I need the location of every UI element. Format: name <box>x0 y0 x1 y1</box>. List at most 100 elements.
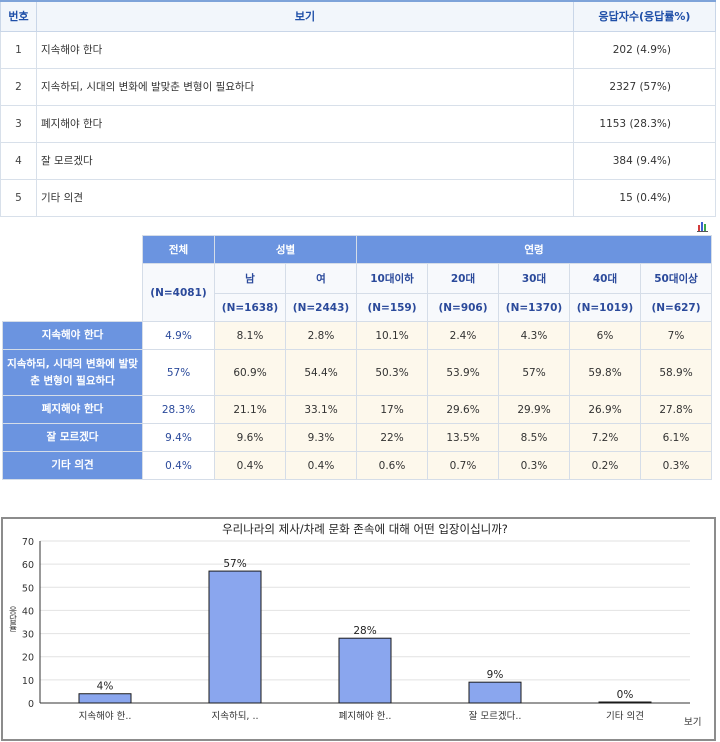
bar <box>338 637 392 704</box>
crosstab-cell: 29.6% <box>427 395 499 424</box>
group-n: (N=1019) <box>569 293 641 322</box>
crosstab-corner <box>2 235 143 322</box>
y-tick-label: 20 <box>22 653 34 664</box>
crosstab-cell: 50.3% <box>356 349 428 396</box>
group-label: 남 <box>214 263 286 294</box>
crosstab-cell: 0.3% <box>498 451 570 480</box>
table-row: 2 지속하되, 시대의 변화에 발맞춘 변형이 필요하다 2327 (57%) <box>0 67 716 106</box>
group-n: (N=159) <box>356 293 428 322</box>
row-count: 202 (4.9%) <box>573 30 716 69</box>
header-option: 보기 <box>36 0 574 32</box>
row-num: 1 <box>0 30 37 69</box>
row-option: 지속해야 한다 <box>36 30 574 69</box>
row-option: 잘 모르겠다 <box>36 141 574 180</box>
header-num: 번호 <box>0 0 37 32</box>
crosstab-subheader-row: (N=4081) 남 여 10대이하 20대 30대 40대 50대이상 <box>3 263 712 322</box>
crosstab-cell: 17% <box>356 395 428 424</box>
x-axis-label: 보기 <box>684 717 701 728</box>
y-axis-label: 응답률 <box>7 606 17 632</box>
crosstab-row: 기타 의견 0.4% 0.4% 0.4% 0.6% 0.7% 0.3% 0.2%… <box>2 451 712 480</box>
group-n: (N=906) <box>427 293 499 322</box>
crosstab-cell: 54.4% <box>285 349 357 396</box>
group-n: (N=627) <box>640 293 712 322</box>
crosstab-total-cell: 4.9% <box>142 321 215 350</box>
row-count: 384 (9.4%) <box>573 141 716 180</box>
crosstab-cell: 27.8% <box>640 395 712 424</box>
row-num: 2 <box>0 67 37 106</box>
crosstab-age-header: 연령 <box>356 235 712 264</box>
group-label: 50대이상 <box>640 263 712 294</box>
crosstab-cell: 8.1% <box>214 321 286 350</box>
header-count: 응답자수(응답률%) <box>573 0 716 32</box>
table-row: 3 폐지해야 한다 1153 (28.3%) <box>0 104 716 143</box>
row-count: 2327 (57%) <box>573 67 716 106</box>
crosstab-cell: 60.9% <box>214 349 286 396</box>
crosstab-header-row: 전체 성별 연령 <box>2 235 712 322</box>
crosstab-cell: 22% <box>356 423 428 452</box>
crosstab-cell: 29.9% <box>498 395 570 424</box>
crosstab-cell: 13.5% <box>427 423 499 452</box>
crosstab-total-header: 전체 <box>142 235 215 264</box>
group-n: (N=2443) <box>285 293 357 322</box>
bar <box>468 681 522 704</box>
crosstab-cell: 4.3% <box>498 321 570 350</box>
crosstab-cell: 58.9% <box>640 349 712 396</box>
crosstab-cell: 33.1% <box>285 395 357 424</box>
crosstab-row: 지속하되, 시대의 변화에 발맞춘 변형이 필요하다 57% 60.9% 54.… <box>2 349 712 396</box>
bar-value-label: 0% <box>617 689 634 701</box>
y-tick-label: 10 <box>22 676 34 687</box>
crosstab-cell: 2.4% <box>427 321 499 350</box>
crosstab-cell: 59.8% <box>569 349 641 396</box>
crosstab-gender-header: 성별 <box>214 235 357 264</box>
bar <box>598 701 652 704</box>
crosstab-cell: 7% <box>640 321 712 350</box>
row-option: 폐지해야 한다 <box>36 104 574 143</box>
crosstab-row-label: 기타 의견 <box>2 451 143 480</box>
row-num: 3 <box>0 104 37 143</box>
crosstab-cell: 9.3% <box>285 423 357 452</box>
bar-value-label: 9% <box>487 669 504 681</box>
row-num: 4 <box>0 141 37 180</box>
bar-chart-icon[interactable] <box>697 220 709 232</box>
group-label: 10대이하 <box>356 263 428 294</box>
crosstab-cell: 0.4% <box>285 451 357 480</box>
group-label: 30대 <box>498 263 570 294</box>
group-n: (N=1638) <box>214 293 286 322</box>
bar-value-label: 28% <box>353 625 376 637</box>
crosstab-cell: 6% <box>569 321 641 350</box>
crosstab-cell: 26.9% <box>569 395 641 424</box>
crosstab-table: 전체 성별 연령 (N=4081) 남 여 10대이하 20대 30대 40대 … <box>2 235 712 480</box>
crosstab-cell: 53.9% <box>427 349 499 396</box>
x-tick-label: 잘 모르겠다.. <box>469 710 522 722</box>
response-bar-chart: 우리나라의 제사/차례 문화 존속에 대해 어떤 입장이십니까? 0 10 20 30 4… <box>1 517 716 741</box>
crosstab-cell: 9.6% <box>214 423 286 452</box>
row-count: 1153 (28.3%) <box>573 104 716 143</box>
crosstab-row-label: 지속하되, 시대의 변화에 발맞춘 변형이 필요하다 <box>2 349 143 396</box>
bar-value-label: 4% <box>97 681 114 693</box>
y-tick-label: 0 <box>28 699 34 710</box>
crosstab-total-cell: 57% <box>142 349 215 396</box>
crosstab-cell: 0.2% <box>569 451 641 480</box>
crosstab-row-label: 지속해야 한다 <box>2 321 143 350</box>
group-label: 20대 <box>427 263 499 294</box>
row-option: 기타 의견 <box>36 178 574 217</box>
group-label: 40대 <box>569 263 641 294</box>
crosstab-cell: 7.2% <box>569 423 641 452</box>
row-count: 15 (0.4%) <box>573 178 716 217</box>
crosstab-cell: 21.1% <box>214 395 286 424</box>
y-tick-label: 40 <box>22 606 34 617</box>
survey-table: 번호 보기 응답자수(응답률%) 1 지속해야 한다 202 (4.9%) 2 … <box>0 0 716 217</box>
bar <box>208 570 262 704</box>
crosstab-cell: 2.8% <box>285 321 357 350</box>
x-tick-label: 폐지해야 한.. <box>339 710 392 722</box>
crosstab-total-cell: 28.3% <box>142 395 215 424</box>
crosstab-cell: 0.6% <box>356 451 428 480</box>
crosstab-cell: 8.5% <box>498 423 570 452</box>
x-tick-label: 지속하되, .. <box>211 710 258 722</box>
survey-header-row: 번호 보기 응답자수(응답률%) <box>0 0 716 32</box>
bar <box>78 693 132 704</box>
chart-canvas: 우리나라의 제사/차례 문화 존속에 대해 어떤 입장이십니까? 0 10 20 30 4… <box>7 522 701 728</box>
crosstab-cell: 6.1% <box>640 423 712 452</box>
crosstab-row: 폐지해야 한다 28.3% 21.1% 33.1% 17% 29.6% 29.9… <box>2 395 712 424</box>
table-row: 4 잘 모르겠다 384 (9.4%) <box>0 141 716 180</box>
